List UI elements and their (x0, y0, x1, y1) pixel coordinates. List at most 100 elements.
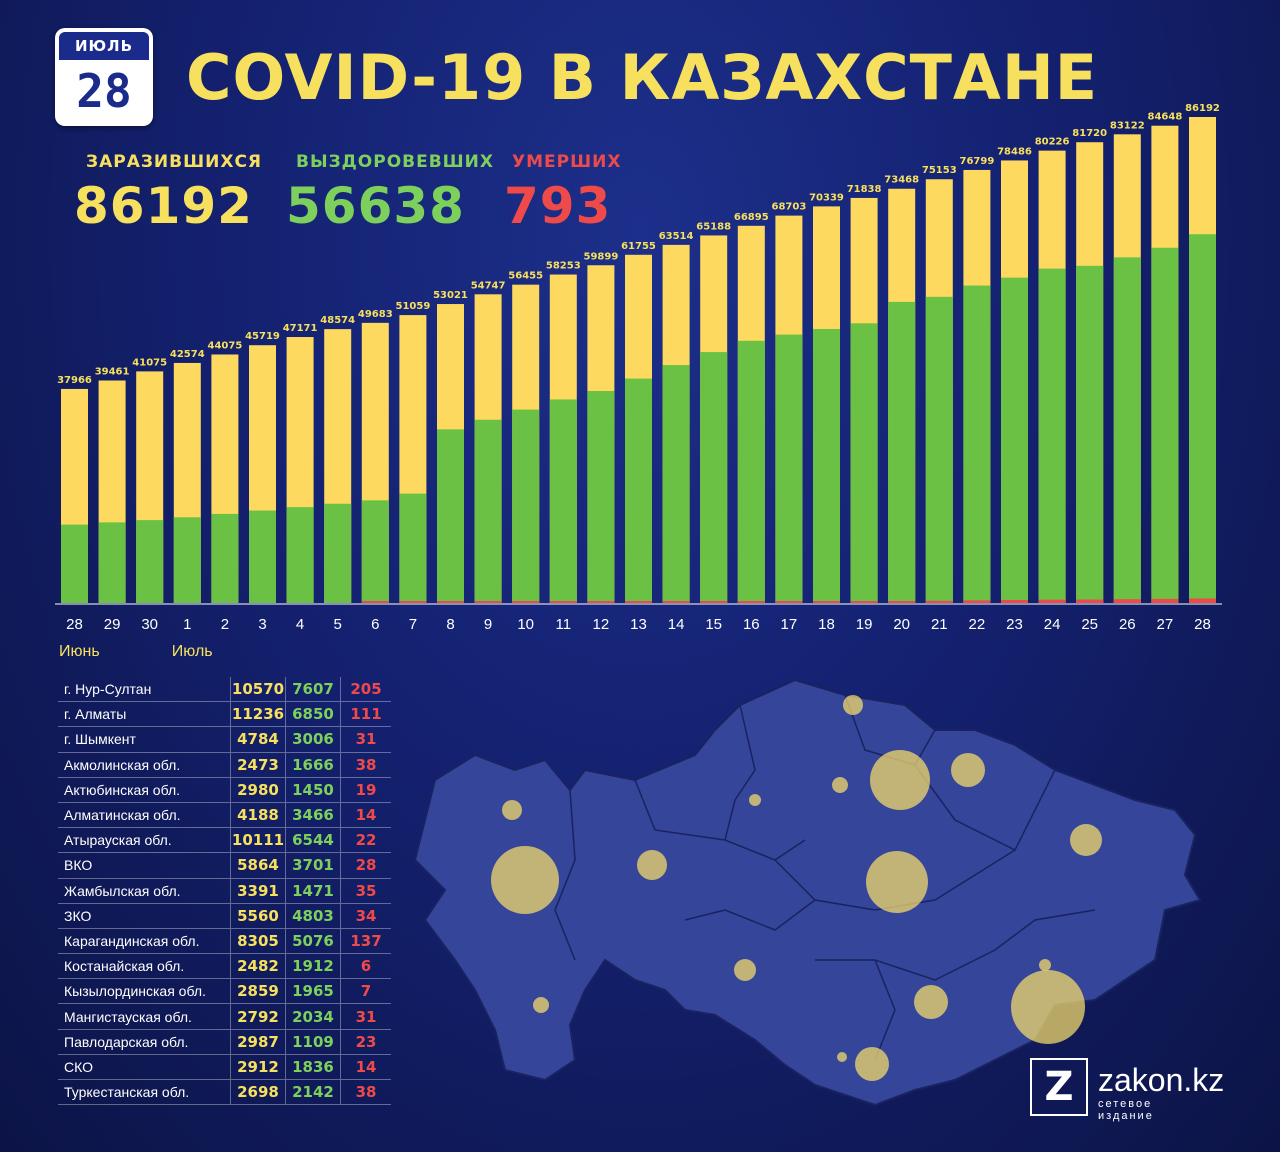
region-deaths: 22 (340, 827, 391, 853)
case-bubble (1070, 824, 1102, 856)
x-tick-label: 27 (1157, 616, 1174, 633)
bar-deaths (1076, 599, 1104, 603)
table-row: Мангистауская обл. 2792 2034 31 (58, 1003, 391, 1030)
bar-deaths (925, 600, 953, 603)
recovered-stat: ВЫЗДОРОВЕВШИХ 56638 (286, 150, 494, 238)
table-row: ВКО 5864 3701 28 (58, 852, 391, 878)
case-bubble (855, 1047, 889, 1081)
bar-recovered (1038, 268, 1066, 603)
region-infected: 10111 (230, 827, 286, 853)
region-recovered: 7607 (285, 677, 341, 702)
bar-deaths (775, 601, 803, 603)
bar-value-label: 66895 (734, 212, 769, 223)
case-bubble (951, 753, 985, 787)
bubbles (491, 695, 1102, 1081)
bar-recovered (737, 340, 765, 603)
bar-deaths (1001, 599, 1028, 603)
bar-deaths (888, 601, 916, 603)
bar-value-label: 68703 (772, 202, 807, 213)
table-row: Акмолинская обл. 2473 1666 38 (58, 752, 391, 778)
logo-brand: zakon.kz (1098, 1062, 1225, 1098)
bar-value-label: 73468 (884, 175, 919, 186)
table-row: г. Нур-Султан 10570 7607 205 (58, 677, 391, 702)
region-recovered: 3006 (285, 726, 341, 753)
x-tick-label: 19 (856, 616, 873, 633)
bar-value-label: 83122 (1110, 120, 1145, 131)
region-infected: 2482 (230, 953, 286, 979)
bar-value-label: 80226 (1035, 137, 1070, 148)
region-infected: 2473 (230, 752, 286, 778)
region-name: Карагандинская обл. (64, 932, 200, 949)
case-bubble (837, 1052, 847, 1062)
region-deaths: 31 (340, 726, 391, 753)
bar-deaths (437, 601, 464, 603)
bar-deaths (512, 601, 540, 603)
bar-deaths (700, 601, 728, 603)
bar-value-label: 84648 (1148, 112, 1183, 123)
region-infected: 10570 (230, 677, 286, 702)
bar-deaths (850, 601, 878, 603)
x-tick-label: 20 (893, 616, 910, 633)
bar-recovered (361, 500, 389, 603)
bar-value-label: 42574 (170, 349, 205, 360)
region-deaths: 19 (340, 777, 391, 803)
bar-deaths (813, 601, 840, 603)
bar-deaths (587, 601, 615, 603)
x-tick-label: 11 (556, 616, 572, 633)
table-row: Алматинская обл. 4188 3466 14 (58, 802, 391, 828)
region-infected: 2987 (230, 1029, 286, 1055)
region-name: г. Нур-Султан (64, 681, 152, 698)
date-card: ИЮЛЬ 28 (55, 28, 153, 126)
logo-mark: Z (1030, 1058, 1088, 1116)
x-tick-label: 21 (931, 616, 948, 633)
region-recovered: 6850 (285, 701, 341, 727)
date-month: ИЮЛЬ (59, 32, 149, 60)
region-deaths: 31 (340, 1003, 391, 1030)
x-tick-label: 16 (743, 616, 760, 633)
x-tick-label: 6 (371, 616, 379, 633)
region-name: Павлодарская обл. (64, 1033, 189, 1050)
bar-value-label: 58253 (546, 261, 581, 272)
region-name: Жамбылская обл. (64, 882, 181, 899)
bar-recovered (1189, 234, 1216, 603)
bar-value-label: 63514 (659, 231, 694, 242)
region-infected: 2912 (230, 1054, 286, 1080)
region-name: Мангистауская обл. (64, 1008, 192, 1025)
bar-value-label: 78486 (997, 146, 1032, 157)
case-bubble (870, 750, 930, 810)
region-recovered: 1450 (285, 777, 341, 803)
region-name: ВКО (64, 857, 93, 874)
case-bubble (502, 800, 522, 820)
bar-recovered (474, 419, 502, 603)
region-recovered: 5076 (285, 928, 341, 954)
bar-recovered (925, 296, 953, 603)
bar-deaths (1038, 599, 1066, 603)
table-row: СКО 2912 1836 14 (58, 1054, 391, 1080)
table-row: г. Алматы 11236 6850 111 (58, 701, 391, 727)
region-recovered: 3466 (285, 802, 341, 828)
table-row: Жамбылская обл. 3391 1471 35 (58, 878, 391, 904)
table-row: ЗКО 5560 4803 34 (58, 903, 391, 929)
bar-value-label: 51059 (396, 301, 431, 312)
x-tick-label: 17 (781, 616, 798, 633)
bar-recovered (625, 378, 652, 603)
deaths-value: 793 (504, 177, 612, 235)
bar-value-label: 44075 (208, 340, 243, 351)
zakon-logo: Z zakon.kz сетевое издание (1030, 1058, 1224, 1122)
bar-value-label: 76799 (960, 156, 995, 167)
region-name: Атырауская обл. (64, 832, 172, 849)
bar-value-label: 53021 (433, 290, 468, 301)
bar-value-label: 61755 (621, 241, 656, 252)
bar-recovered (1151, 247, 1179, 603)
bar-recovered (1113, 257, 1141, 603)
region-deaths: 14 (340, 802, 391, 828)
region-deaths: 7 (340, 978, 391, 1004)
x-tick-label: 25 (1081, 616, 1098, 633)
bar-recovered (700, 352, 728, 603)
region-deaths: 14 (340, 1054, 391, 1080)
region-infected: 2698 (230, 1079, 286, 1105)
bar-chart: 3796628394612941075304257414407524571934… (57, 103, 1220, 660)
x-tick-label: 24 (1044, 616, 1061, 633)
region-infected: 8305 (230, 928, 286, 954)
bar-value-label: 45719 (245, 331, 280, 342)
